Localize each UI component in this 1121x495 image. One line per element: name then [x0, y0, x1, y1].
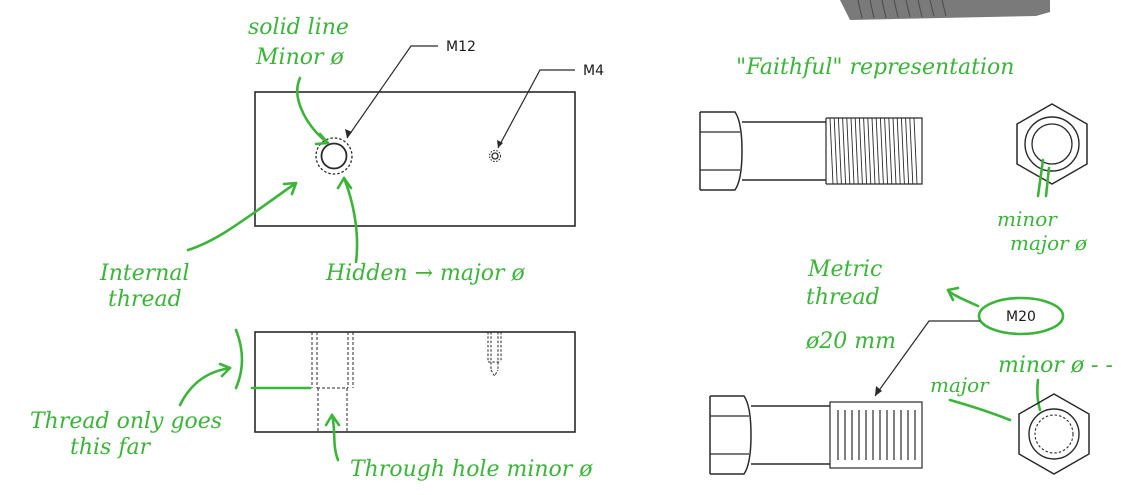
- metric-note-2: thread: [806, 285, 880, 310]
- thread-crest-line: [900, 117, 905, 185]
- thread-crest-line: [909, 117, 914, 185]
- m20-callout: [946, 286, 1065, 336]
- solid-line-note: solid line: [248, 15, 349, 40]
- schematic-bolt-end-view: [1018, 393, 1090, 475]
- major-dia-note: major ø: [1010, 231, 1088, 255]
- m12-label: M12: [446, 39, 476, 55]
- m4-major-hidden-circle: [489, 150, 501, 162]
- metric-note-3: ø20 mm: [805, 329, 896, 354]
- through-hole-note: Through hole minor ø: [350, 457, 593, 482]
- thread-crest-line: [867, 117, 872, 185]
- faithful-bolt-side: [699, 111, 923, 191]
- internal-thread-note-2: thread: [108, 287, 182, 312]
- thread-crest-line: [892, 117, 897, 185]
- thread-crest-line: [871, 117, 876, 185]
- bolt-image-partial: [840, 0, 1050, 20]
- thread-crest-line: [850, 117, 855, 185]
- thread-only-note-1: Thread only goes: [30, 409, 222, 434]
- thread-crest-line: [863, 117, 868, 185]
- thread-only-note-2: this far: [70, 435, 152, 460]
- minor-dia-dash-note: minor ø - - .: [998, 353, 1121, 378]
- minor-dia-note: Minor ø: [255, 45, 344, 70]
- m20-label: M20: [1006, 309, 1036, 325]
- thread-crest-line: [896, 117, 901, 185]
- thread-crest-line: [846, 117, 851, 185]
- thread-crest-line: [884, 117, 889, 185]
- thread-crest-line: [888, 117, 893, 185]
- m4-minor-circle: [491, 152, 499, 160]
- major-note: major: [930, 373, 990, 397]
- thread-crest-line: [837, 117, 842, 185]
- hidden-major-note: Hidden → major ø: [325, 261, 526, 286]
- thread-crest-line: [833, 117, 838, 185]
- annotation-arrows-right-bottom: [948, 378, 1042, 422]
- thread-crest-line: [879, 117, 884, 185]
- annotation-arrows-right-top: [1036, 158, 1051, 198]
- thread-crest-line: [842, 117, 847, 185]
- schematic-bolt-side: [709, 395, 923, 475]
- minor-note: minor: [997, 207, 1058, 231]
- m12-minor-circle: [320, 142, 348, 170]
- plate-top-view: [254, 45, 576, 227]
- plate-side-view: [254, 331, 576, 433]
- faithful-bolt-end-view: [1016, 103, 1088, 185]
- thread-crest-line: [913, 117, 918, 185]
- internal-thread-note-1: Internal: [99, 261, 190, 286]
- thread-crest-line: [854, 117, 859, 185]
- thread-crest-line: [875, 117, 880, 185]
- m12-major-hidden-circle: [315, 137, 353, 175]
- thread-crest-line: [858, 117, 863, 185]
- thread-crest-line: [905, 117, 910, 185]
- faithful-title: "Faithful" representation: [736, 55, 1014, 80]
- m4-label: M4: [583, 63, 604, 79]
- annotation-arrows-left: [178, 76, 359, 462]
- metric-note-1: Metric: [807, 257, 882, 282]
- thread-crest-line: [829, 117, 834, 185]
